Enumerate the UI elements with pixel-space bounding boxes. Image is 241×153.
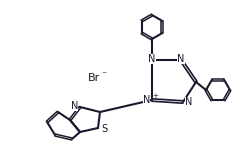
Text: S: S [101,124,107,134]
Text: N: N [143,95,150,105]
Text: +: + [152,93,158,99]
Text: N: N [71,101,78,111]
Text: Br: Br [88,73,100,83]
Text: N: N [177,54,185,64]
Text: N: N [148,54,156,64]
Text: N: N [185,97,192,107]
Text: ⁻: ⁻ [101,70,106,80]
